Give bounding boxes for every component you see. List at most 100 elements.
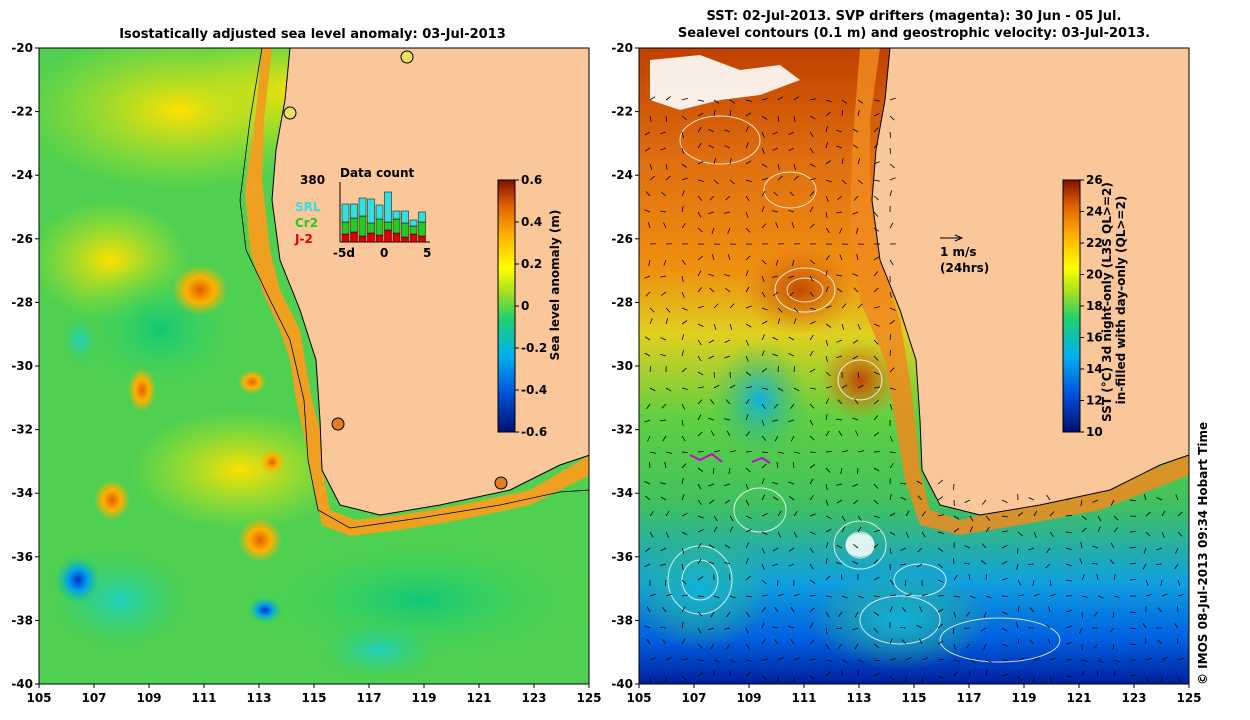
x-tick-label: 121 (1066, 691, 1091, 705)
colorbar-tick-label: 16 (1086, 331, 1103, 345)
x-tick-label: 117 (956, 691, 981, 705)
right-map-title-line1: SST: 02-Jul-2013. SVP drifters (magenta)… (706, 9, 1122, 24)
data-count-bar-segment (375, 234, 384, 243)
data-count-bar-segment (384, 221, 392, 231)
data-count-bar-segment (350, 203, 358, 219)
data-count-bar-segment (375, 218, 384, 236)
sealevel-contours (667, 115, 1061, 663)
data-count-bar-segment (341, 233, 350, 243)
colorbar-tick-label: 10 (1086, 425, 1103, 439)
colorbar-tick-label: 24 (1086, 205, 1103, 219)
x-tick-label: 113 (846, 691, 871, 705)
y-tick-label: -26 (611, 232, 633, 246)
velocity-scale: 1 m/s (24hrs) (940, 234, 989, 275)
legend-srl: SRL (295, 200, 321, 214)
data-count-title: Data count (340, 166, 415, 180)
left-map-title: Isostatically adjusted sea level anomaly… (119, 27, 506, 42)
y-tick-label: -24 (611, 168, 633, 182)
data-count-bar-segment (350, 217, 358, 233)
data-count-bar-segment (350, 231, 358, 243)
y-tick-label: -22 (11, 105, 33, 119)
x-tick-label: 111 (791, 691, 816, 705)
data-count-bar-segment (418, 211, 426, 223)
data-count-bar-segment (401, 236, 409, 243)
colorbar-tick-label: 22 (1086, 236, 1103, 250)
colorbar-tick-label: 0.2 (521, 257, 542, 271)
sst-colorbar-label-line2: in-filled with day-only (QL>=2) (1114, 195, 1128, 405)
x-tick-label: 109 (136, 691, 161, 705)
x-tick-label: 117 (356, 691, 381, 705)
geostrophic-velocity-arrows (644, 96, 1184, 683)
sst-map (639, 48, 1189, 684)
colorbar-tick-label: 26 (1086, 173, 1103, 187)
x-tick-label: 105 (26, 691, 51, 705)
data-count-bar-segment (367, 198, 375, 224)
data-count-bar-segment (384, 191, 392, 223)
colorbar-tick-label: -0.6 (521, 425, 547, 439)
data-count-bar-segment (418, 221, 426, 237)
y-tick-label: -26 (11, 232, 33, 246)
data-count-max: 380 (300, 173, 325, 187)
x-tick-label: 105 (626, 691, 651, 705)
right-map-title-line2: Sealevel contours (0.1 m) and geostrophi… (677, 26, 1151, 41)
y-tick-label: -34 (11, 486, 33, 500)
x-tick-label: 123 (521, 691, 546, 705)
y-tick-label: -28 (611, 295, 633, 309)
y-tick-label: -28 (11, 295, 33, 309)
colorbar-tick-label: -0.4 (521, 383, 547, 397)
colorbar-tick-label: 14 (1086, 362, 1103, 376)
data-count-bars (341, 191, 426, 243)
data-count-inset: Data count 380 SRL Cr2 J-2 -5d 0 5 (294, 166, 431, 260)
colorbar-tick-label: 20 (1086, 268, 1103, 282)
x-tick-label: 119 (411, 691, 436, 705)
y-tick-label: -30 (11, 359, 33, 373)
x-tick-label: 115 (901, 691, 926, 705)
sst-colorbar: 26 24 22 20 18 16 14 12 10 (1062, 173, 1103, 439)
imos-credit: © IMOS 08-Jul-2013 09:34 Hobart Time (1196, 421, 1210, 685)
x-tick-label: 109 (736, 691, 761, 705)
colorbar-tick-label: 0 (521, 299, 529, 313)
y-tick-label: -38 (611, 613, 633, 627)
legend-j2: J-2 (294, 232, 313, 246)
y-tick-label: -30 (611, 359, 633, 373)
data-count-bar-segment (409, 225, 418, 235)
data-count-xtick-2: 5 (423, 246, 431, 260)
data-count-bar-segment (367, 232, 375, 243)
y-tick-label: -34 (611, 486, 633, 500)
y-tick-label: -36 (611, 550, 633, 564)
colorbar-tick-label: 0.4 (521, 215, 542, 229)
colorbar-tick-label: 0.6 (521, 173, 542, 187)
x-tick-label: 121 (466, 691, 491, 705)
data-count-xtick-0: -5d (333, 246, 355, 260)
data-count-bar-segment (418, 235, 426, 243)
sla-colorbar-label: Sea level anomaly (m) (548, 209, 562, 361)
colorbar-tick-label: 18 (1086, 299, 1103, 313)
x-tick-label: 113 (246, 691, 271, 705)
data-count-bar-segment (392, 218, 401, 234)
y-tick-label: -38 (11, 613, 33, 627)
data-count-xtick-1: 0 (380, 246, 388, 260)
x-tick-label: 107 (81, 691, 106, 705)
data-count-bar-segment (375, 204, 384, 220)
data-count-bar-segment (358, 197, 367, 217)
colorbar-tick-label: -0.2 (521, 341, 547, 355)
data-count-bar-segment (384, 229, 392, 243)
y-tick-label: -22 (611, 105, 633, 119)
x-tick-label: 119 (1011, 691, 1036, 705)
legend-cr2: Cr2 (295, 216, 318, 230)
y-tick-label: -36 (11, 550, 33, 564)
y-tick-label: -24 (11, 168, 33, 182)
y-tick-label: -20 (11, 41, 33, 55)
data-count-bar-segment (341, 221, 350, 235)
scale-label-time: (24hrs) (940, 261, 989, 275)
y-tick-label: -40 (11, 677, 33, 691)
data-count-bar-segment (401, 222, 409, 238)
data-count-bar-segment (358, 215, 367, 237)
data-count-bar-segment (392, 210, 401, 220)
data-count-bar-segment (341, 203, 350, 223)
x-tick-label: 125 (1176, 691, 1201, 705)
data-count-bar-segment (409, 233, 418, 243)
y-tick-label: -20 (611, 41, 633, 55)
